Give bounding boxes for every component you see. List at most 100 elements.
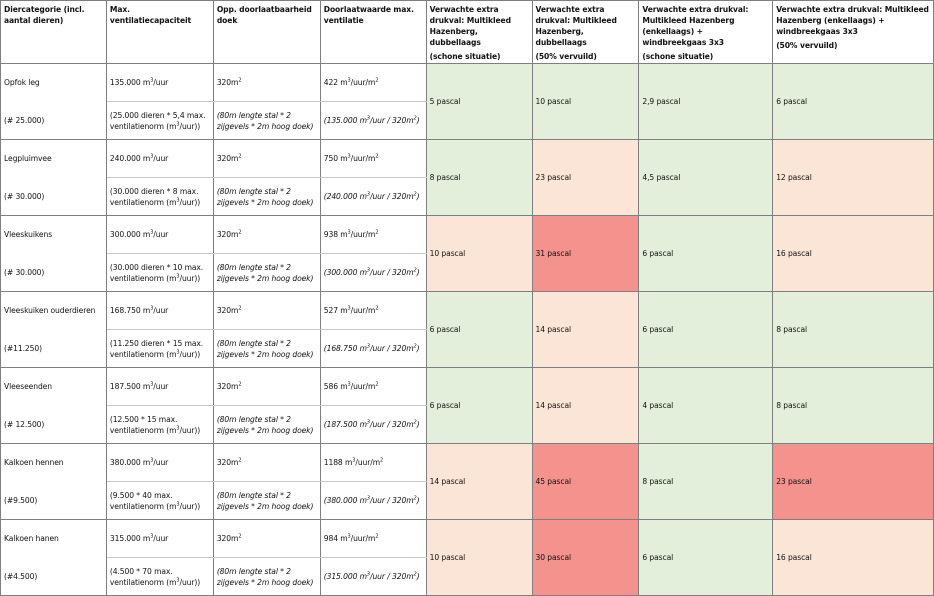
rate-calculation: (168.750 m3/uur / 320m2) bbox=[319, 329, 427, 368]
ventilation-calculation: (4.500 * 70 max. ventilatienorm (m3/uur)… bbox=[105, 557, 214, 596]
rate-calculation: (240.000 m3/uur / 320m2) bbox=[319, 177, 427, 216]
pressure-drop-cell: 5 pascal bbox=[425, 63, 533, 140]
table-row-detail: (#11.250) (11.250 dieren * 15 max. ventil… bbox=[0, 329, 934, 368]
rate-calculation: (300.000 m3/uur / 320m2) bbox=[319, 253, 427, 292]
animal-category: Kalkoen hennen bbox=[0, 443, 107, 482]
max-ventilation: 380.000 m3/uur bbox=[105, 443, 214, 482]
area-calculation: (80m lengte stal * 2 zijgevels * 2m hoog… bbox=[212, 557, 321, 596]
pressure-drop-cell: 8 pascal bbox=[425, 139, 533, 216]
ventilation-calculation: (30.000 dieren * 10 max. ventilatienorm … bbox=[105, 253, 214, 292]
header-drukval-enkel-vervuild: Verwachte extra drukval: Multikleed Haze… bbox=[772, 0, 934, 64]
table-row: Kalkoen hennen 380.000 m3/uur 320m2 1188 m3… bbox=[0, 443, 934, 520]
permeability-rate: 1188 m3/uur/m2 bbox=[319, 443, 427, 482]
table-row: Legpluimvee 240.000 m3/uur 320m2 750 m3/uur… bbox=[0, 139, 934, 216]
permeability-rate: 422 m3/uur/m2 bbox=[319, 63, 427, 102]
animal-category: Vleeskuikens bbox=[0, 215, 107, 254]
pressure-drop-cell: 23 pascal bbox=[531, 139, 640, 216]
header-diercategorie: Diercategorie (incl. aantal dieren) bbox=[0, 0, 107, 64]
pressure-drop-cell: 8 pascal bbox=[772, 291, 934, 368]
rate-calculation: (380.000 m3/uur / 320m2) bbox=[319, 481, 427, 520]
area-calculation: (80m lengte stal * 2 zijgevels * 2m hoog… bbox=[212, 101, 321, 140]
max-ventilation: 187.500 m3/uur bbox=[105, 367, 214, 406]
header-note: (schone situatie) bbox=[429, 52, 501, 61]
max-ventilation: 240.000 m3/uur bbox=[105, 139, 214, 178]
rate-calculation: (135.000 m3/uur / 320m2) bbox=[319, 101, 427, 140]
ventilation-calculation: (30.000 dieren * 8 max. ventilatienorm (… bbox=[105, 177, 214, 216]
animal-count: (# 30.000) bbox=[0, 177, 107, 216]
animal-count: (#11.250) bbox=[0, 329, 107, 368]
cloth-area: 320m2 bbox=[212, 139, 321, 178]
ventilation-calculation: (9.500 * 40 max. ventilatienorm (m3/uur)… bbox=[105, 481, 214, 520]
pressure-drop-cell: 45 pascal bbox=[531, 443, 640, 520]
pressure-drop-cell: 6 pascal bbox=[772, 63, 934, 140]
animal-count: (#9.500) bbox=[0, 481, 107, 520]
max-ventilation: 135.000 m3/uur bbox=[105, 63, 214, 102]
ventilation-calculation: (25.000 dieren * 5,4 max. ventilatienorm… bbox=[105, 101, 214, 140]
pressure-drop-cell: 6 pascal bbox=[638, 291, 774, 368]
max-ventilation: 315.000 m3/uur bbox=[105, 519, 214, 558]
header-doorlaatbaarheid: Opp. doorlaatbaarheid doek bbox=[212, 0, 321, 64]
area-calculation: (80m lengte stal * 2 zijgevels * 2m hoog… bbox=[212, 329, 321, 368]
pressure-drop-cell: 23 pascal bbox=[772, 443, 934, 520]
pressure-drop-cell: 6 pascal bbox=[638, 519, 774, 596]
rate-calculation: (187.500 m3/uur / 320m2) bbox=[319, 405, 427, 444]
permeability-rate: 527 m3/uur/m2 bbox=[319, 291, 427, 330]
area-calculation: (80m lengte stal * 2 zijgevels * 2m hoog… bbox=[212, 253, 321, 292]
pressure-drop-cell: 6 pascal bbox=[425, 367, 533, 444]
table-row: Vleeskuiken ouderdieren 168.750 m3/uur 320… bbox=[0, 291, 934, 368]
cloth-area: 320m2 bbox=[212, 215, 321, 254]
table-row-detail: (#9.500) (9.500 * 40 max. ventilatienorm … bbox=[0, 481, 934, 520]
table-row: Opfok leg 135.000 m3/uur 320m2 422 m3/uur/m… bbox=[0, 63, 934, 140]
permeability-rate: 938 m3/uur/m2 bbox=[319, 215, 427, 254]
area-calculation: (80m lengte stal * 2 zijgevels * 2m hoog… bbox=[212, 405, 321, 444]
area-calculation: (80m lengte stal * 2 zijgevels * 2m hoog… bbox=[212, 481, 321, 520]
pressure-drop-cell: 14 pascal bbox=[531, 291, 640, 368]
ventilation-calculation: (12.500 * 15 max. ventilatienorm (m3/uur… bbox=[105, 405, 214, 444]
pressure-drop-cell: 2,9 pascal bbox=[638, 63, 774, 140]
cloth-area: 320m2 bbox=[212, 519, 321, 558]
table-row-detail: (# 30.000) (30.000 dieren * 8 max. ventil… bbox=[0, 177, 934, 216]
pressure-drop-cell: 4 pascal bbox=[638, 367, 774, 444]
cloth-area: 320m2 bbox=[212, 291, 321, 330]
pressure-drop-cell: 31 pascal bbox=[531, 215, 640, 292]
animal-category: Opfok leg bbox=[0, 63, 107, 102]
table-row-detail: (# 30.000) (30.000 dieren * 10 max. venti… bbox=[0, 253, 934, 292]
animal-count: (#4.500) bbox=[0, 557, 107, 596]
max-ventilation: 168.750 m3/uur bbox=[105, 291, 214, 330]
table-body: Opfok leg 135.000 m3/uur 320m2 422 m3/uur/m… bbox=[0, 63, 934, 596]
ventilation-calculation: (11.250 dieren * 15 max. ventilatienorm … bbox=[105, 329, 214, 368]
animal-category: Legpluimvee bbox=[0, 139, 107, 178]
table-row: Vleeseenden 187.500 m3/uur 320m2 586 m3/uur… bbox=[0, 367, 934, 444]
pressure-drop-cell: 8 pascal bbox=[638, 443, 774, 520]
pressure-drop-cell: 30 pascal bbox=[531, 519, 640, 596]
table-row: Vleeskuikens 300.000 m3/uur 320m2 938 m3/uu… bbox=[0, 215, 934, 292]
permeability-rate: 586 m3/uur/m2 bbox=[319, 367, 427, 406]
animal-count: (# 30.000) bbox=[0, 253, 107, 292]
animal-category: Vleeskuiken ouderdieren bbox=[0, 291, 107, 330]
table-row: Kalkoen hanen 315.000 m3/uur 320m2 984 m3/u… bbox=[0, 519, 934, 596]
rate-calculation: (315.000 m3/uur / 320m2) bbox=[319, 557, 427, 596]
area-calculation: (80m lengte stal * 2 zijgevels * 2m hoog… bbox=[212, 177, 321, 216]
cloth-area: 320m2 bbox=[212, 367, 321, 406]
pressure-drop-cell: 8 pascal bbox=[772, 367, 934, 444]
permeability-rate: 750 m3/uur/m2 bbox=[319, 139, 427, 178]
pressure-drop-cell: 14 pascal bbox=[425, 443, 533, 520]
animal-count: (# 25.000) bbox=[0, 101, 107, 140]
pressure-drop-cell: 10 pascal bbox=[425, 215, 533, 292]
header-note: (50% vervuild) bbox=[776, 41, 838, 50]
header-drukval-dubbel-schoon: Verwachte extra drukval: Multikleed Haze… bbox=[425, 0, 533, 64]
pressure-drop-cell: 16 pascal bbox=[772, 519, 934, 596]
animal-count: (# 12.500) bbox=[0, 405, 107, 444]
cloth-area: 320m2 bbox=[212, 443, 321, 482]
header-row: Diercategorie (incl. aantal dieren) Max.… bbox=[0, 0, 934, 64]
header-drukval-dubbel-vervuild: Verwachte extra drukval: Multikleed Haze… bbox=[531, 0, 640, 64]
header-doorlaatwaarde: Doorlaatwaarde max. ventilatie bbox=[319, 0, 427, 64]
pressure-drop-cell: 12 pascal bbox=[772, 139, 934, 216]
pressure-drop-cell: 6 pascal bbox=[425, 291, 533, 368]
pressure-drop-cell: 10 pascal bbox=[531, 63, 640, 140]
header-ventilatiecapaciteit: Max. ventilatiecapaciteit bbox=[105, 0, 214, 64]
pressure-drop-cell: 6 pascal bbox=[638, 215, 774, 292]
permeability-rate: 984 m3/uur/m2 bbox=[319, 519, 427, 558]
max-ventilation: 300.000 m3/uur bbox=[105, 215, 214, 254]
